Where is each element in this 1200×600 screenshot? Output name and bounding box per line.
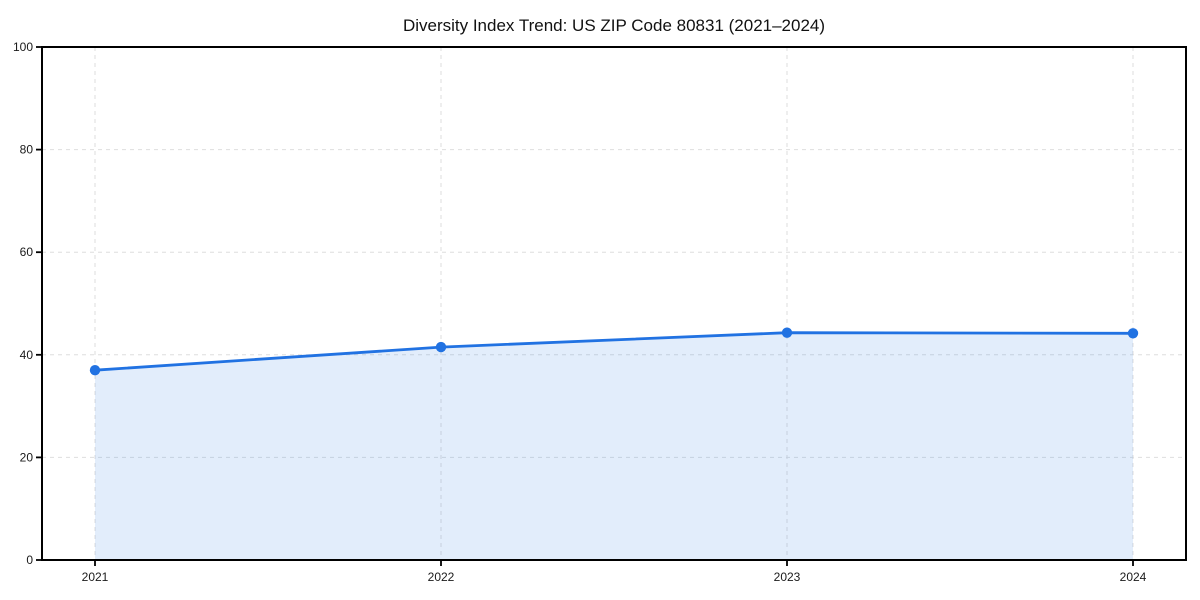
x-tick-label: 2022 — [428, 570, 455, 584]
chart-title: Diversity Index Trend: US ZIP Code 80831… — [403, 16, 825, 35]
x-tick-label: 2024 — [1120, 570, 1147, 584]
area-fill — [95, 332, 1133, 560]
y-tick-label: 40 — [20, 348, 34, 362]
x-tick-label: 2023 — [774, 570, 801, 584]
data-point-marker — [781, 327, 793, 338]
y-tick-label: 20 — [20, 450, 34, 464]
trend-line-path — [93, 331, 1135, 372]
data-point-markers — [89, 327, 1139, 376]
y-tick-label: 60 — [20, 245, 34, 259]
plot-border — [41, 46, 1187, 561]
trend-line — [93, 331, 1135, 372]
axis-ticks — [36, 46, 1134, 566]
y-tick-label: 100 — [13, 40, 33, 54]
grid-lines — [42, 47, 1186, 560]
axis-tick-labels: 0 20 40 60 80 100 2021 2022 2023 2024 — [13, 40, 1147, 584]
data-point-marker — [1127, 328, 1139, 339]
axes-spines — [41, 46, 1187, 561]
data-point-marker — [435, 341, 447, 353]
x-tick-label: 2021 — [82, 570, 109, 584]
data-point-marker — [89, 365, 101, 376]
area-fill-path — [95, 332, 1133, 560]
y-tick-label: 0 — [26, 553, 33, 567]
y-tick-label: 80 — [20, 143, 34, 157]
